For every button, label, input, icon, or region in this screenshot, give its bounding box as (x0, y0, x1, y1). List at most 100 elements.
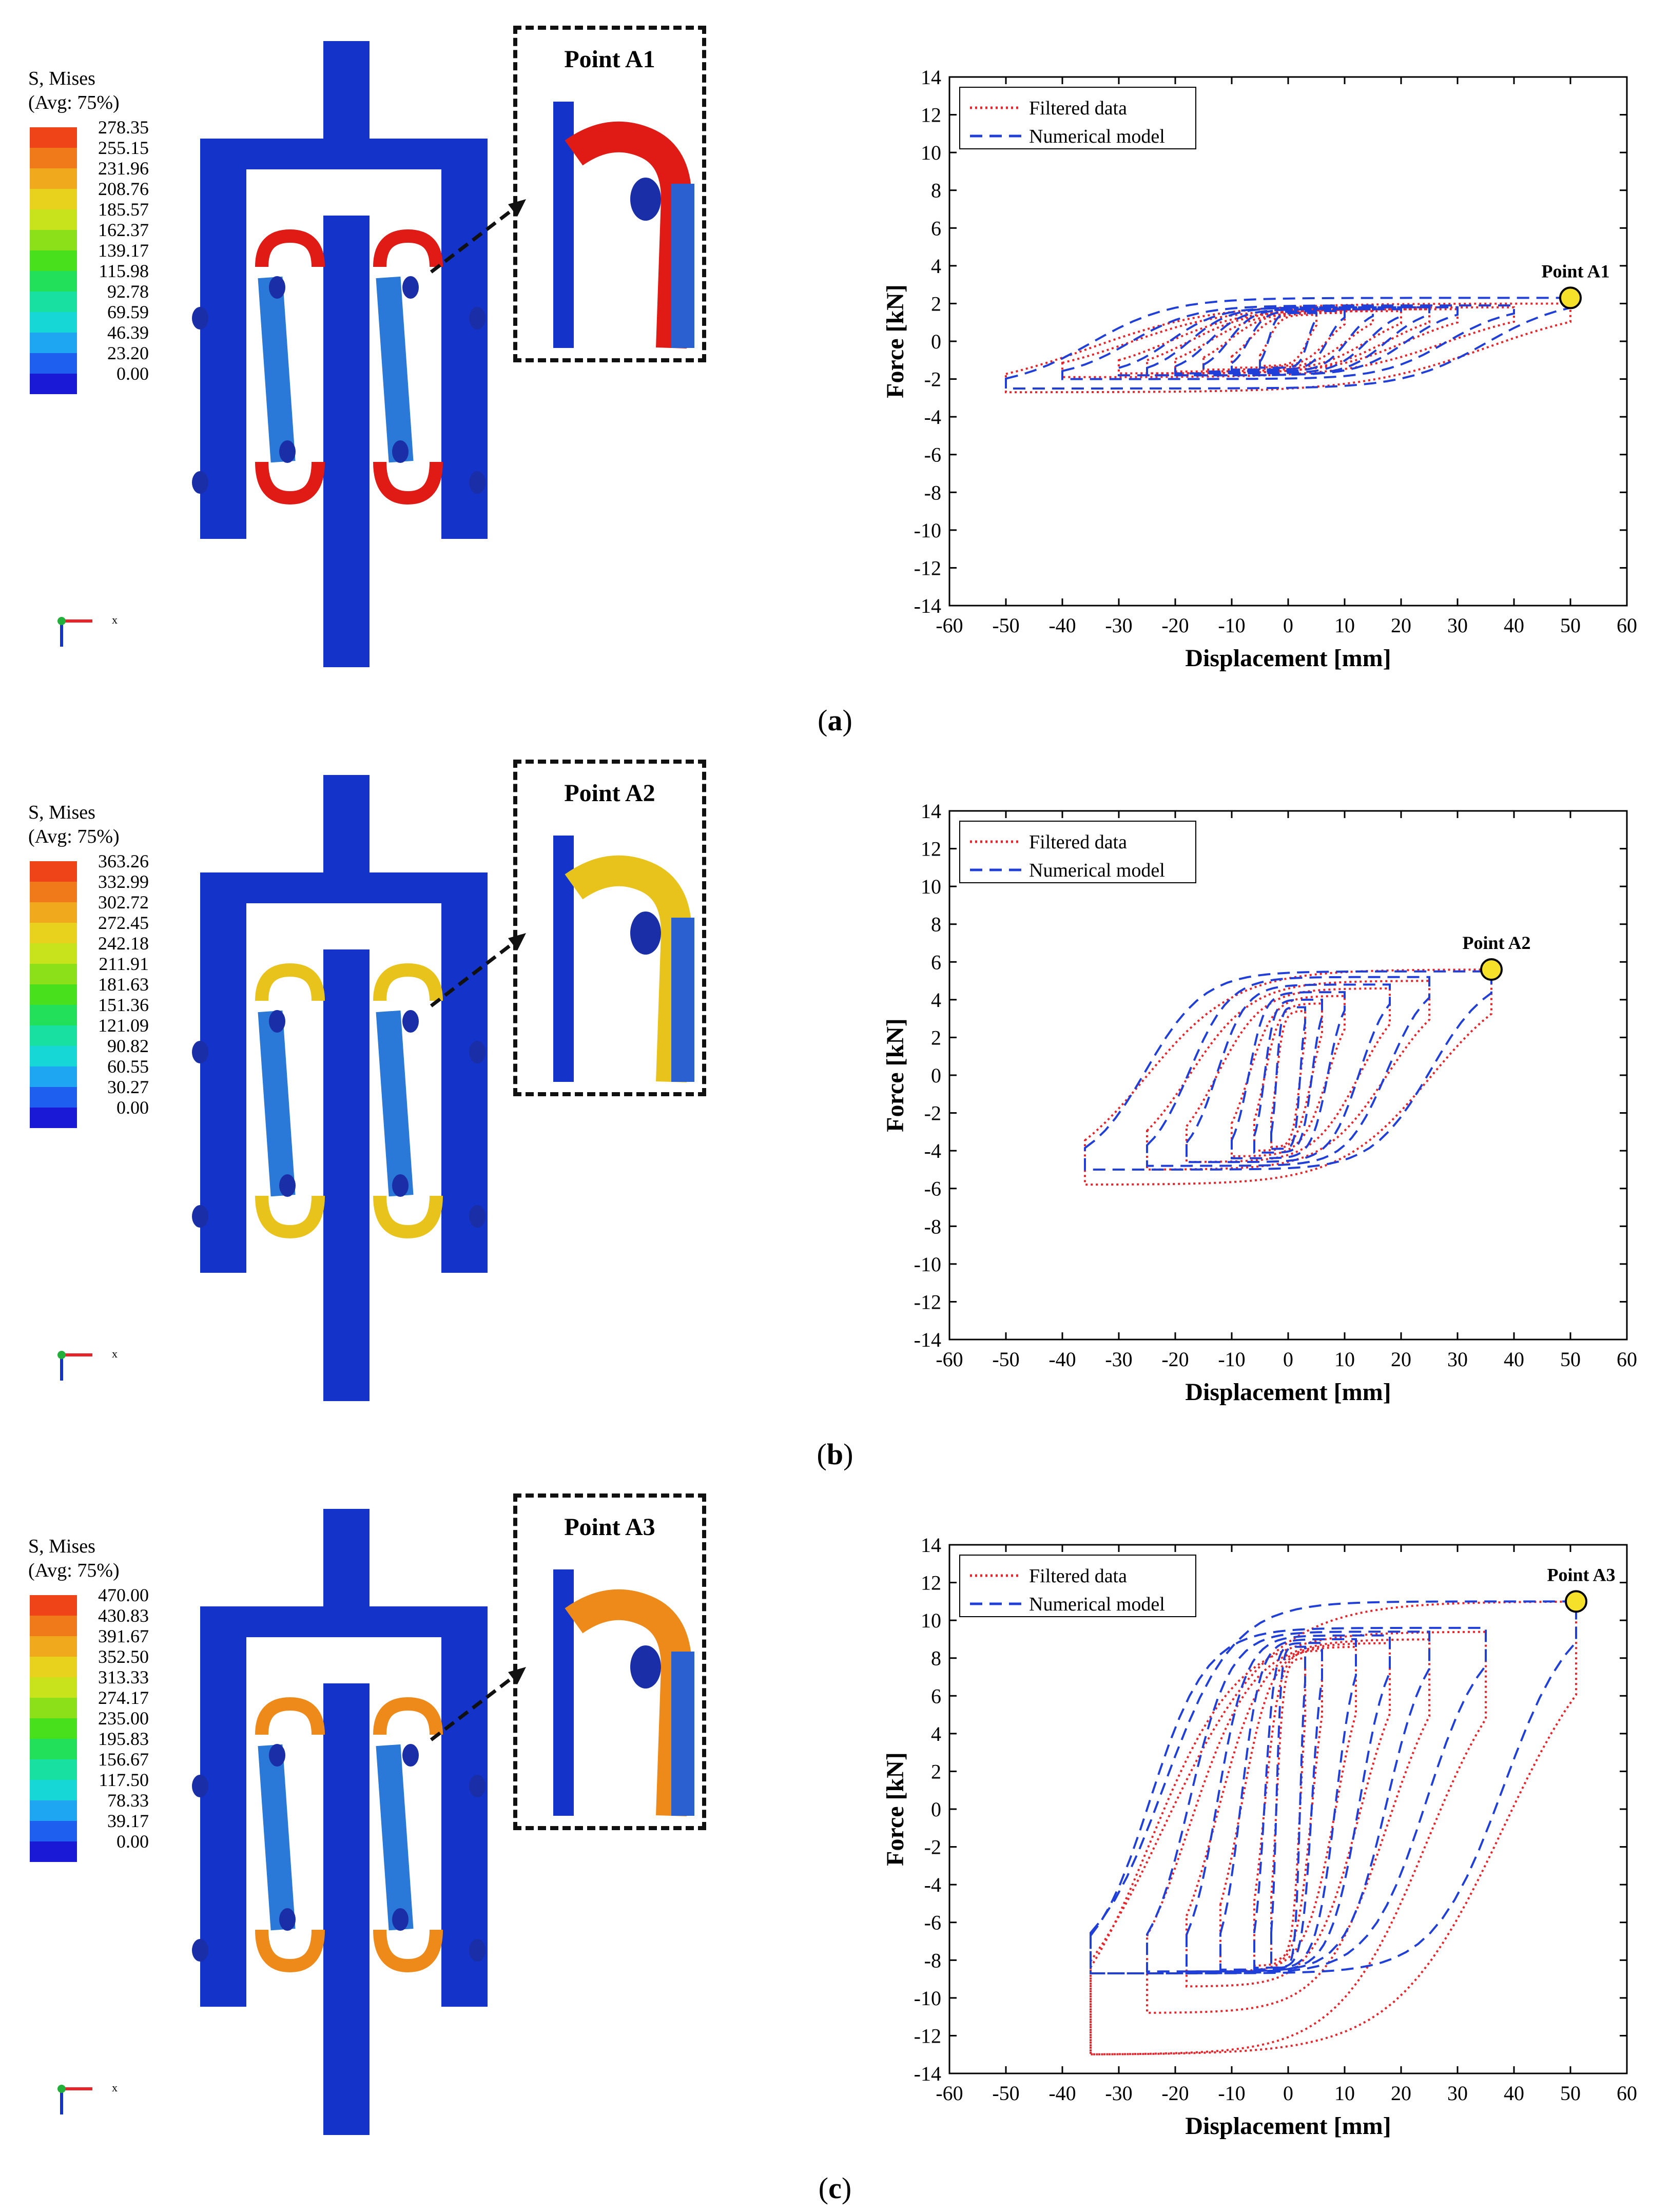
legend-value: 272.45 (98, 913, 149, 933)
bolt (469, 1939, 486, 1962)
hysteresis-loop (1253, 1642, 1323, 1969)
legend-value: 231.96 (98, 158, 149, 179)
bolt (279, 1908, 296, 1931)
fem-model-a: S, Mises (Avg: 75%) 278.35255.15231.9620… (28, 41, 488, 667)
x-tick-label: 60 (1617, 1348, 1637, 1371)
legend-value: 90.82 (107, 1036, 149, 1056)
sublabel-a: a (827, 704, 843, 737)
hysteresis-loop (1174, 310, 1402, 373)
x-axis-label: Displacement [mm] (1185, 645, 1391, 672)
y-tick-label: -12 (914, 556, 941, 579)
hysteresis-loop (1186, 987, 1391, 1163)
y-tick-label: -2 (924, 368, 941, 391)
legend-swatch (30, 148, 77, 168)
center-plate (323, 216, 370, 667)
legend-value: 313.33 (98, 1667, 149, 1687)
legend-value: 332.99 (98, 871, 149, 892)
bolt (279, 1174, 296, 1197)
chart-legend: Filtered data Numerical model (959, 87, 1196, 149)
zoom-plate (565, 1589, 692, 1817)
y-tick-label: 8 (931, 1647, 941, 1670)
y-tick-label: -2 (924, 1102, 941, 1125)
x-tick-label: 0 (1283, 2082, 1293, 2105)
damper-top-left (255, 963, 325, 1001)
series-numerical-model (1084, 970, 1492, 1171)
legend-swatch (30, 168, 77, 189)
damper-bottom-right (373, 461, 443, 505)
legend-value: 363.26 (98, 851, 149, 871)
legend-title-2: (Avg: 75%) (28, 826, 120, 847)
bolt (192, 1939, 208, 1962)
y-tick-label: 8 (931, 913, 941, 936)
legend-swatch (30, 1066, 77, 1087)
chart-legend: Filtered data Numerical model (959, 821, 1196, 883)
legend-value: 211.91 (99, 954, 149, 974)
y-tick-label: 10 (921, 1609, 941, 1632)
legend-swatch (30, 1677, 77, 1698)
bolt (192, 1205, 208, 1228)
legend-swatch (30, 1657, 77, 1677)
zoom-bolt (630, 911, 661, 955)
y-tick-label: 12 (921, 838, 941, 861)
axis-triad-c: x (57, 2081, 118, 2114)
zoom-label-a: Point A1 (564, 46, 655, 73)
y-tick-label: -14 (914, 2062, 941, 2085)
hysteresis-loop (1084, 970, 1492, 1171)
x-tick-label: 50 (1560, 2082, 1581, 2105)
bolt (279, 440, 296, 463)
legend-swatch (30, 1780, 77, 1800)
x-tick-label: -60 (936, 1348, 963, 1371)
bolt (402, 1010, 419, 1033)
legend-value: 78.33 (107, 1790, 149, 1811)
hysteresis-loop (1146, 976, 1430, 1167)
x-tick-label: -20 (1161, 2082, 1189, 2105)
legend-swatch (30, 1595, 77, 1616)
bolt (192, 1041, 208, 1063)
legend-title-1: S, Mises (28, 68, 95, 89)
y-tick-label: 4 (931, 255, 941, 278)
legend-swatch (30, 1739, 77, 1759)
hysteresis-loop (1231, 995, 1346, 1157)
legend-title-2: (Avg: 75%) (28, 1560, 120, 1581)
legend-swatch (30, 374, 77, 394)
legend-value: 117.50 (99, 1770, 149, 1790)
legend-value: 255.15 (98, 138, 149, 158)
x-tick-label: 60 (1617, 614, 1637, 637)
hysteresis-chart-b: -60 -50 -40 -30 -20 -10 0 10 20 30 40 50 60-14-12-10… (882, 800, 1637, 1406)
y-tick-label: 14 (921, 1534, 941, 1557)
zoom-box-a: Point A1 (513, 26, 706, 362)
y-tick-label: -10 (914, 519, 941, 542)
legend-swatch (30, 1046, 77, 1066)
legend-swatch (30, 882, 77, 902)
y-tick-label: -12 (914, 1290, 941, 1313)
top-frame (200, 872, 488, 903)
y-tick-label: 14 (921, 800, 941, 823)
legend-swatch (30, 1718, 77, 1739)
x-tick-label: 50 (1560, 614, 1581, 637)
y-tick-label: -6 (924, 443, 941, 467)
svg-text:x: x (112, 1347, 118, 1360)
bolt (192, 307, 208, 329)
legend-value: 274.17 (98, 1687, 149, 1708)
y-axis-label: Force [kN] (882, 1018, 909, 1132)
legend-values-a: 278.35255.15231.96208.76185.57162.37139.… (98, 117, 149, 384)
top-stem (323, 775, 370, 878)
x-tick-label: -30 (1105, 2082, 1132, 2105)
legend-values-b: 363.26332.99302.72272.45242.18211.91181.… (98, 851, 149, 1118)
legend-value: 156.67 (98, 1749, 149, 1770)
x-tick-label: -10 (1218, 1348, 1245, 1371)
zoom-label-b: Point A2 (564, 780, 655, 807)
legend-swatch (30, 861, 77, 882)
legend-swatch (30, 333, 77, 353)
top-stem (323, 1509, 370, 1612)
y-tick-label: 6 (931, 950, 941, 974)
damper-plate-right (376, 276, 414, 463)
x-tick-label: -60 (936, 614, 963, 637)
bolt (392, 1174, 409, 1197)
top-frame (200, 139, 488, 169)
legend-label: Numerical model (1029, 126, 1165, 147)
y-tick-label: 4 (931, 1722, 941, 1745)
structure-a (192, 41, 488, 667)
structure-c (192, 1509, 488, 2135)
legend-value: 60.55 (107, 1056, 149, 1077)
